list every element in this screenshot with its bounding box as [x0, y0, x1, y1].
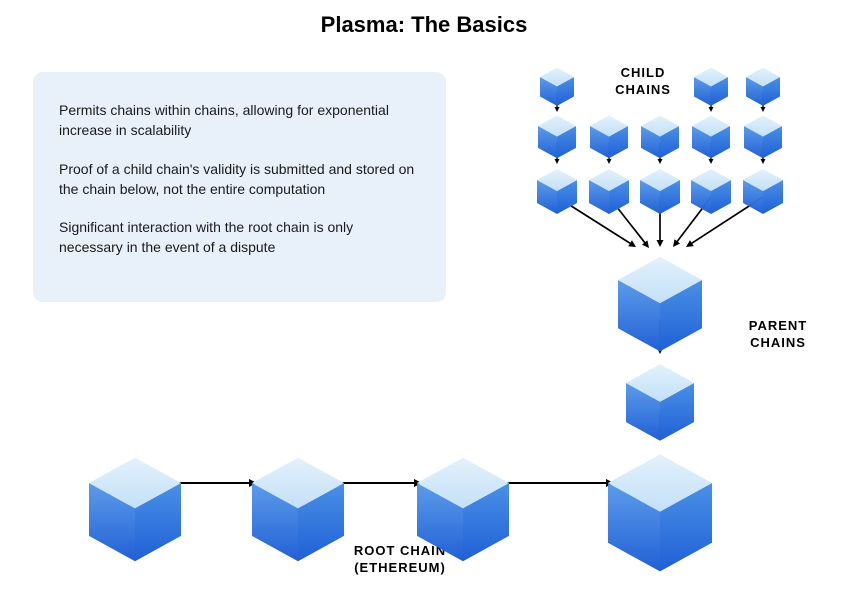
label-child-chains: CHILD CHAINS — [605, 65, 681, 99]
page-title: Plasma: The Basics — [0, 0, 848, 38]
info-point: Proof of a child chain's validity is sub… — [59, 159, 420, 200]
label-parent-chains: PARENT CHAINS — [740, 318, 816, 352]
info-point: Permits chains within chains, allowing f… — [59, 100, 420, 141]
label-root-chain: ROOT CHAIN (ETHEREUM) — [330, 543, 470, 577]
info-panel: Permits chains within chains, allowing f… — [33, 72, 446, 302]
info-point: Significant interaction with the root ch… — [59, 217, 420, 258]
